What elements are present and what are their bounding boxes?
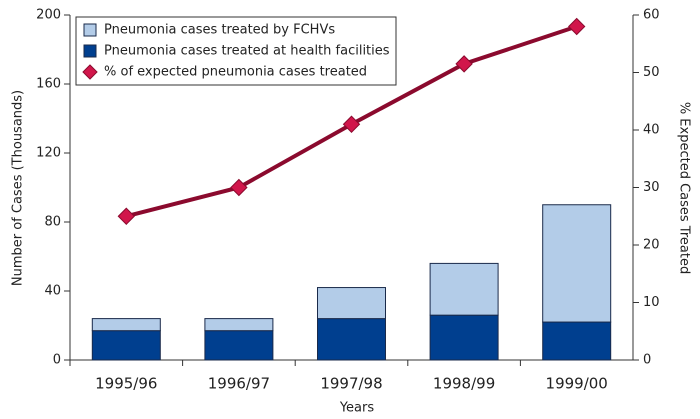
bar: [542, 321, 612, 361]
bar: [91, 318, 161, 332]
y-tick-label: 0: [53, 353, 61, 368]
y2-tick-label: 60: [643, 8, 660, 23]
y2-tick-label: 40: [643, 123, 660, 138]
bar: [204, 318, 274, 332]
y2-tick-label: 10: [643, 295, 660, 310]
legend-swatch: [83, 44, 97, 58]
x-tick-label: 1999/00: [546, 375, 608, 393]
y2-tick-label: 30: [643, 180, 660, 195]
x-tick-label: 1998/99: [433, 375, 495, 393]
marker: [230, 178, 248, 197]
y2-tick-label: 20: [643, 238, 660, 253]
marker: [117, 207, 136, 225]
bar: [317, 318, 386, 361]
legend-label: % of expected pneumonia cases treated: [104, 65, 367, 80]
bar: [317, 287, 386, 320]
y-axis-label: Number of Cases (Thousands): [11, 90, 26, 286]
marker: [342, 115, 361, 133]
bar: [204, 330, 274, 361]
y-tick-label: 40: [44, 284, 61, 299]
y-tick-label: 200: [36, 8, 61, 23]
bar: [91, 330, 161, 361]
legend-box: [75, 16, 397, 86]
bar: [429, 314, 499, 361]
x-axis-label: Years: [339, 401, 375, 416]
legend-swatch: [82, 64, 98, 80]
y-tick-label: 120: [36, 146, 61, 161]
marker: [455, 55, 473, 73]
y2-axis-label: % Expected Cases Treated: [677, 102, 692, 274]
legend-label: Pneumonia cases treated by FCHVs: [104, 23, 335, 38]
marker: [567, 17, 586, 36]
y-tick-label: 160: [36, 77, 61, 92]
legend-label: Pneumonia cases treated at health facili…: [104, 44, 390, 59]
y2-tick-label: 50: [643, 65, 660, 80]
x-tick-label: 1995/96: [95, 375, 157, 393]
x-tick-label: 1997/98: [320, 375, 382, 393]
y2-tick-label: 0: [643, 353, 651, 368]
y-tick-label: 80: [44, 215, 61, 230]
x-tick-label: 1996/97: [208, 375, 270, 393]
bar: [429, 262, 499, 316]
bar: [542, 204, 612, 323]
legend-swatch: [83, 23, 97, 37]
